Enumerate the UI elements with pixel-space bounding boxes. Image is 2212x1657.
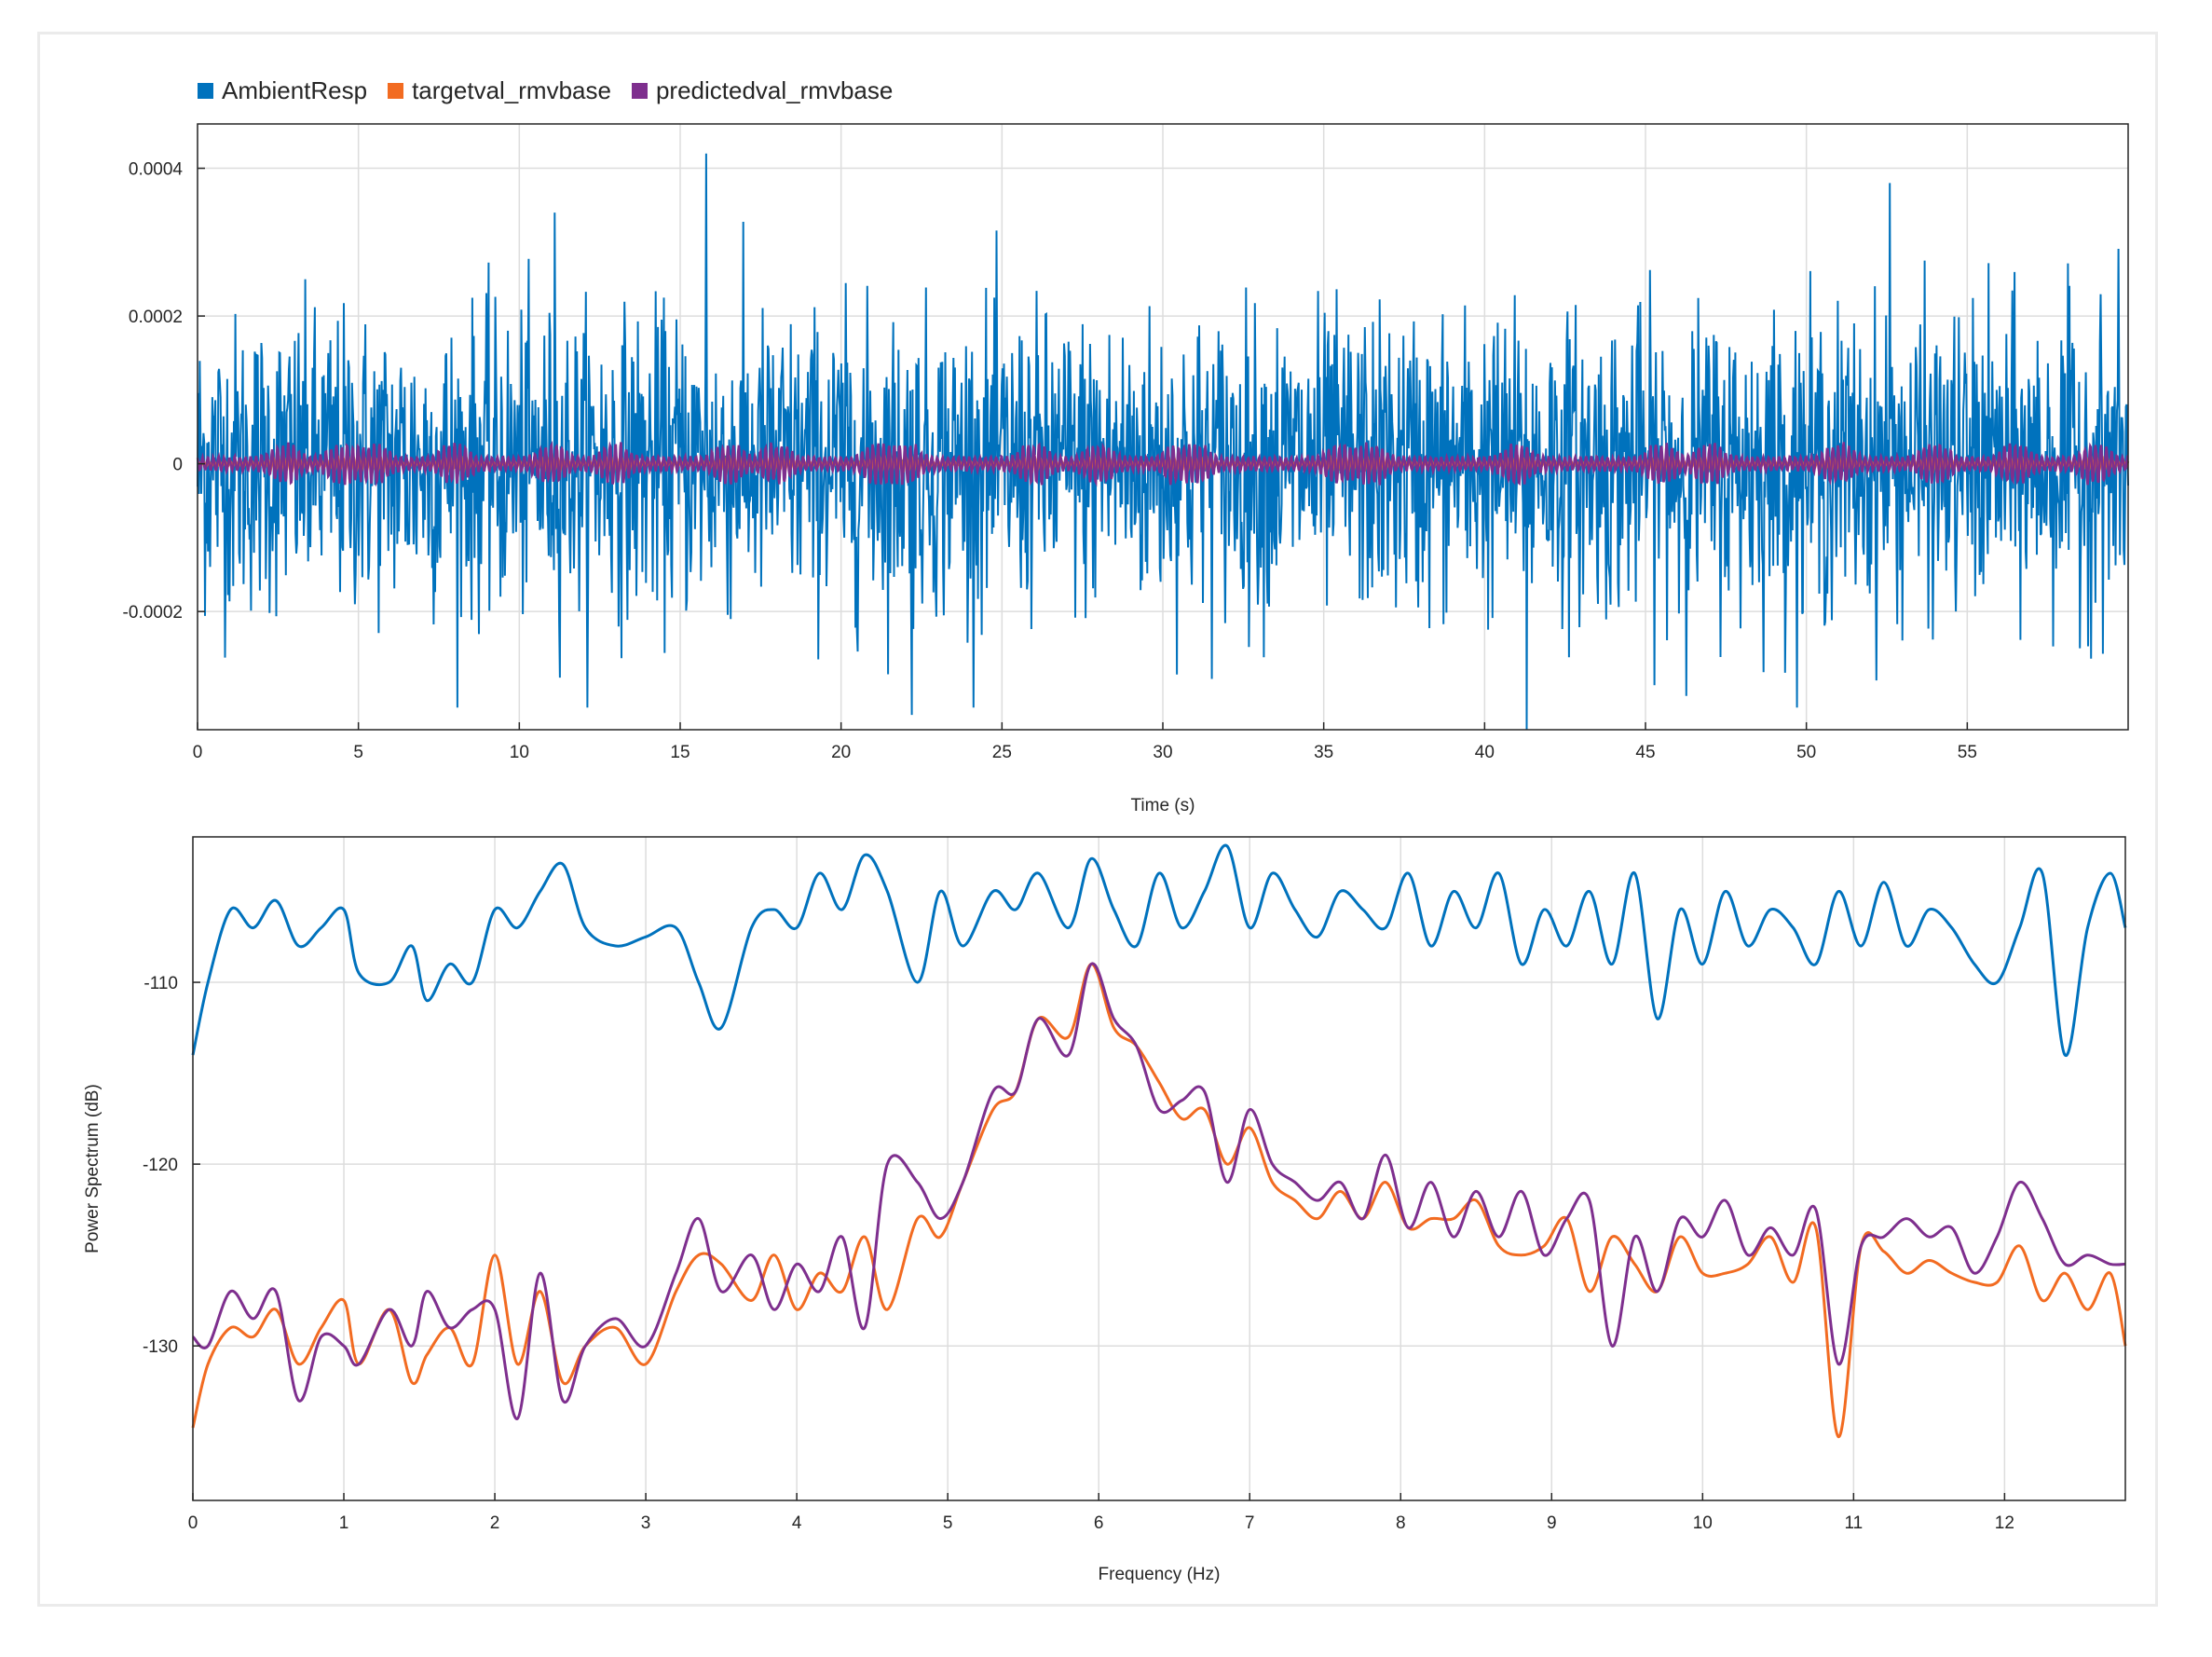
spectrum-series-predictedval-line xyxy=(191,962,2126,1420)
top-xtick-label-1: 5 xyxy=(353,743,363,762)
top-xtick-label-11: 55 xyxy=(1958,743,1977,762)
time-domain-chart[interactable]: 0 5 10 15 20 25 30 35 40 45 50 55 -0.0002 0 0.0002 0.00… xyxy=(123,123,2130,815)
top-ytick-label-3: 0.0004 xyxy=(129,160,184,180)
bot-ytick-label-0: -130 xyxy=(143,1337,178,1357)
legend-label-ambientresp: AmbientResp xyxy=(222,76,368,104)
top-xtick-label-7: 35 xyxy=(1314,743,1333,762)
legend-swatch-predictedval xyxy=(631,83,648,99)
top-ytick-label-0: -0.0002 xyxy=(123,603,183,623)
top-xtick-label-5: 25 xyxy=(992,743,1012,762)
figure-frame xyxy=(37,32,2158,1607)
top-xtick-label-4: 20 xyxy=(831,743,851,762)
top-ytick-label-2: 0.0002 xyxy=(129,308,183,327)
top-xtick-label-10: 50 xyxy=(1796,743,1816,762)
bot-xtick-label-8: 8 xyxy=(1396,1513,1406,1533)
spectrum-grid xyxy=(192,837,2125,1500)
time-series-ambientresp-line xyxy=(197,153,2129,731)
bot-xtick-label-0: 0 xyxy=(188,1513,198,1533)
top-xtick-label-2: 10 xyxy=(510,743,529,762)
bot-xtick-label-6: 6 xyxy=(1094,1513,1104,1533)
legend-swatch-ambientresp xyxy=(198,83,213,99)
legend-label-targetval: targetval_rmvbase xyxy=(412,76,611,104)
top-xtick-label-6: 30 xyxy=(1153,743,1172,762)
spectrum-axes-box xyxy=(192,836,2126,1501)
bot-xtick-label-10: 10 xyxy=(1693,1513,1713,1533)
bot-xtick-label-4: 4 xyxy=(792,1513,802,1533)
bot-ytick-label-1: -120 xyxy=(143,1156,178,1175)
spectrum-series-targetval-line xyxy=(191,962,2127,1439)
spectrum-chart[interactable]: 0 1 2 3 4 5 6 7 8 9 10 11 12-130-120-110 Frequency (… xyxy=(83,836,2127,1584)
top-xtick-label-9: 45 xyxy=(1635,743,1655,762)
legend-swatch-targetval xyxy=(388,83,404,99)
time-tick-labels: 0 5 10 15 20 25 30 35 40 45 50 55 -0.0002 0 0.0002 0.00… xyxy=(123,160,1977,762)
time-series-group xyxy=(196,153,2130,731)
top-xtick-label-3: 15 xyxy=(670,743,690,762)
bot-xtick-label-5: 5 xyxy=(943,1513,953,1533)
bot-xtick-label-3: 3 xyxy=(641,1513,651,1533)
top-xtick-label-0: 0 xyxy=(193,743,203,762)
legend-item-ambientresp[interactable]: AmbientResp xyxy=(198,76,367,105)
spectrum-x-axis-label: Frequency (Hz) xyxy=(1099,1565,1221,1584)
bot-xtick-label-11: 11 xyxy=(1844,1513,1863,1533)
time-series-predictedval-line xyxy=(196,440,2129,487)
bot-xtick-label-9: 9 xyxy=(1547,1513,1557,1533)
time-x-axis-label: Time (s) xyxy=(1131,796,1195,815)
bot-ytick-label-2: -110 xyxy=(143,974,178,993)
bot-xtick-label-2: 2 xyxy=(490,1513,500,1533)
top-xtick-label-8: 40 xyxy=(1475,743,1495,762)
spectrum-series-group xyxy=(191,843,2127,1439)
bot-xtick-label-7: 7 xyxy=(1245,1513,1255,1533)
legend-item-targetval[interactable]: targetval_rmvbase xyxy=(388,76,611,105)
legend: AmbientResp targetval_rmvbase predictedv… xyxy=(198,76,913,105)
spectrum-series-ambientresp-line xyxy=(191,843,2127,1057)
bot-xtick-label-12: 12 xyxy=(1995,1513,2014,1533)
top-ytick-label-1: 0 xyxy=(172,456,183,475)
legend-item-predictedval[interactable]: predictedval_rmvbase xyxy=(631,76,894,105)
spectrum-y-axis-label: Power Spectrum (dB) xyxy=(83,1084,102,1253)
legend-label-predictedval: predictedval_rmvbase xyxy=(655,76,894,104)
bot-xtick-label-1: 1 xyxy=(339,1513,349,1533)
spectrum-tick-labels: 0 1 2 3 4 5 6 7 8 9 10 11 12-130-120-110 xyxy=(143,974,2014,1533)
